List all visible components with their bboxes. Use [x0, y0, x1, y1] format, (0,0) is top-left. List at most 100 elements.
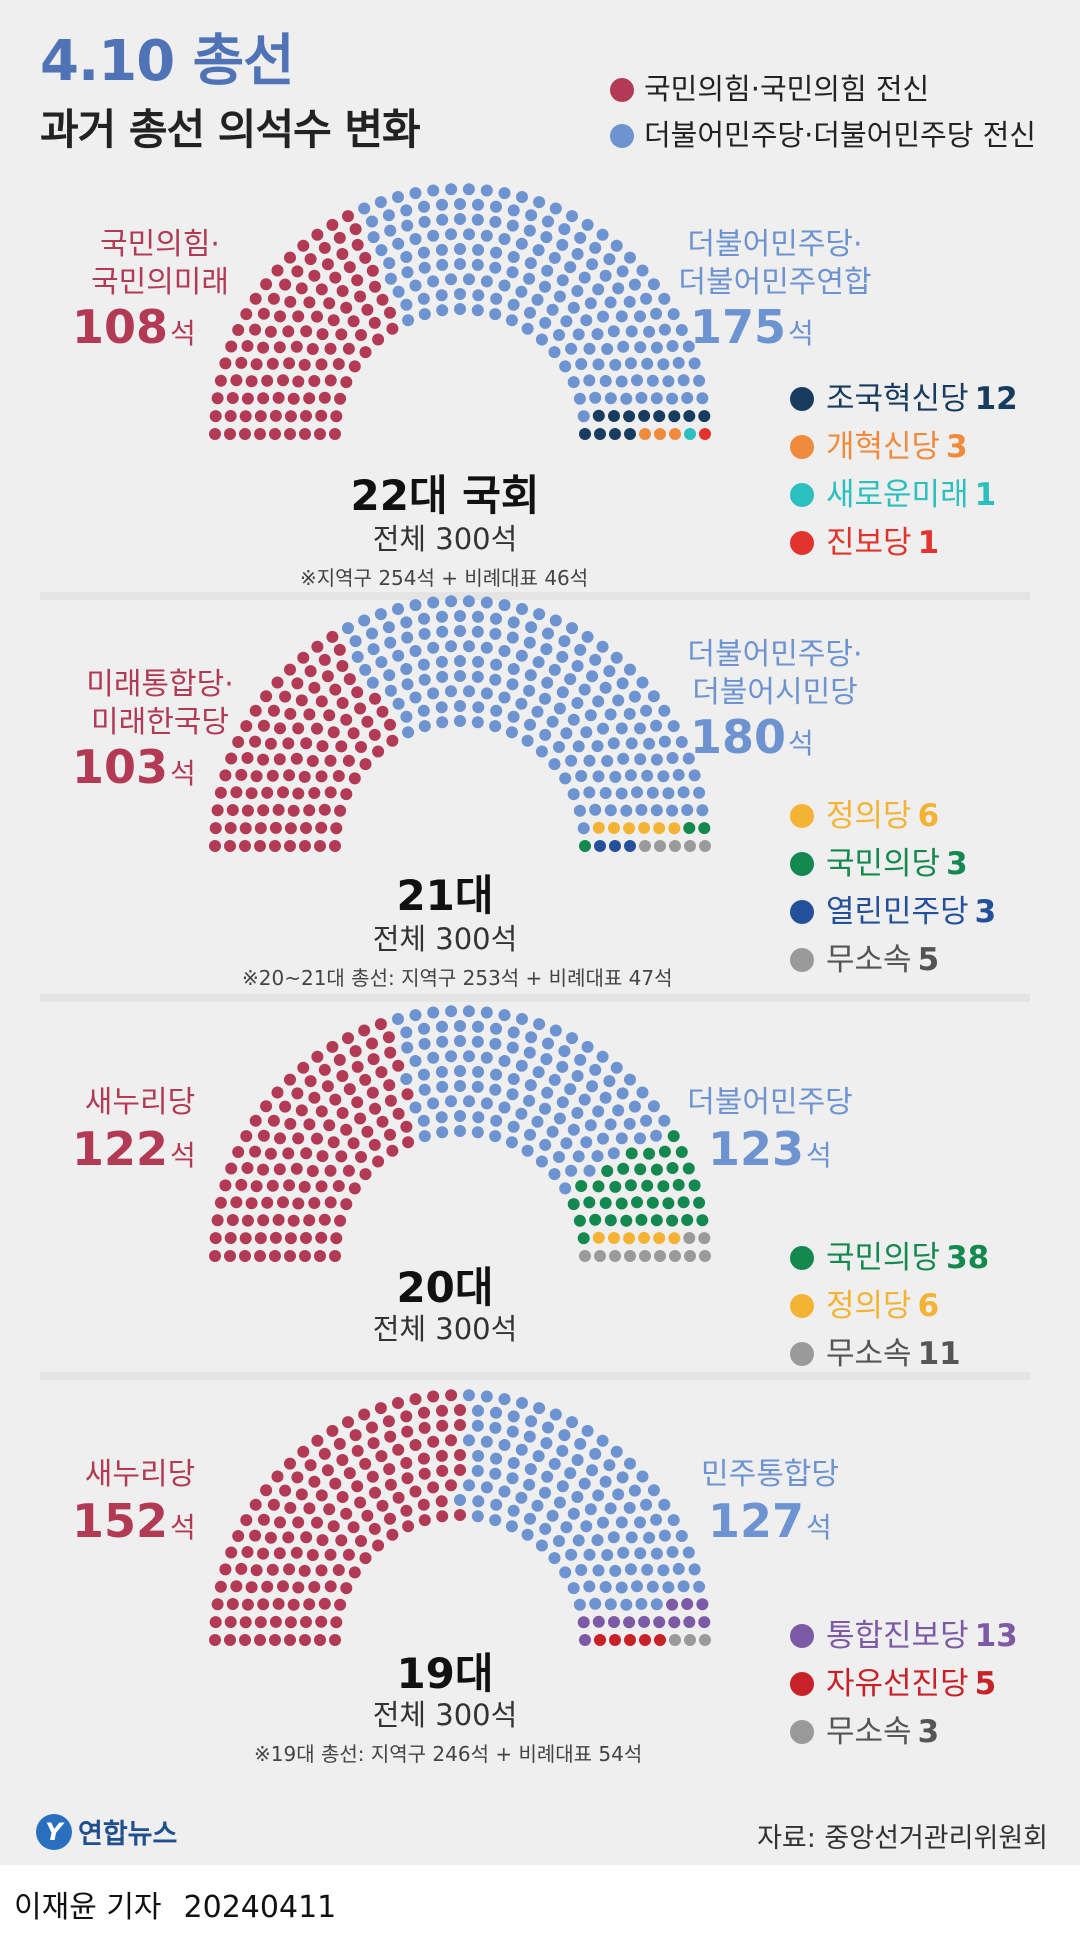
- party-seats: 1: [917, 525, 940, 561]
- seat-dot-democratic: [556, 1096, 569, 1109]
- seat-dot-democratic: [650, 392, 663, 405]
- seat-dot-democratic: [498, 691, 511, 704]
- seat-dot-democratic: [521, 322, 534, 335]
- seat-dot-democratic: [603, 1459, 616, 1472]
- seat-dot-democratic: [675, 324, 688, 336]
- seat-dot-conservative: [303, 708, 316, 721]
- seat-dot-minor-0: [677, 1196, 690, 1209]
- seat-dot-democratic: [480, 229, 493, 242]
- seat-dot-democratic: [599, 375, 612, 387]
- seat-dot-democratic: [384, 636, 397, 649]
- seat-dot-democratic: [523, 1094, 536, 1107]
- seat-dot-minor-0: [683, 1616, 696, 1628]
- seat-dot-conservative: [298, 358, 311, 371]
- seat-note: ※19대 총선: 지역구 246석 + 비례대표 54석: [254, 1742, 643, 1766]
- seat-dot-democratic: [643, 1531, 656, 1544]
- seat-dot-conservative: [427, 1390, 440, 1403]
- seat-dot-conservative: [298, 1180, 311, 1193]
- seat-dot-democratic: [462, 595, 475, 608]
- seat-dot-conservative: [264, 1531, 277, 1544]
- seat-dot-conservative: [239, 840, 251, 852]
- seat-dot-conservative: [249, 1114, 262, 1127]
- seat-dot-democratic: [417, 1114, 430, 1127]
- section-divider: [40, 592, 1030, 600]
- seat-dot-conservative: [269, 1615, 282, 1628]
- seat-dot-democratic: [472, 610, 484, 623]
- seat-dot-democratic: [535, 745, 548, 758]
- seat-dot-democratic: [506, 631, 519, 644]
- seat-dot-conservative: [417, 1498, 430, 1511]
- seat-dot-democratic: [640, 292, 653, 305]
- seat-dot-democratic: [418, 673, 431, 686]
- seat-dot-conservative: [303, 804, 316, 817]
- seat-dot-democratic: [677, 1580, 690, 1593]
- seat-dot-minor-0: [653, 1616, 666, 1629]
- seat-dot-democratic: [604, 1118, 617, 1131]
- seat-dot-conservative: [324, 1196, 337, 1209]
- seat-dot-minor-2: [684, 1250, 696, 1262]
- seat-dot-democratic: [392, 649, 405, 662]
- seat-dot-democratic: [628, 1484, 641, 1497]
- seat-dot-democratic: [559, 360, 572, 373]
- seat-dot-democratic: [572, 1150, 585, 1163]
- seat-dot-democratic: [549, 1408, 562, 1421]
- party-dot: [790, 387, 814, 411]
- seat-dot-conservative: [284, 1616, 297, 1629]
- seat-unit: 석: [170, 757, 196, 790]
- seat-dot-democratic: [658, 323, 671, 336]
- seat-dot-democratic: [515, 1491, 528, 1504]
- seat-dot-conservative: [279, 690, 292, 703]
- seat-dot-democratic: [524, 306, 536, 319]
- seat-dot-conservative: [257, 1513, 270, 1526]
- seat-dot-democratic: [607, 1147, 620, 1160]
- seat-dot-conservative: [355, 741, 367, 753]
- seat-dot-conservative: [327, 726, 340, 739]
- seat-dot-democratic: [366, 627, 378, 640]
- seat-dot-democratic: [556, 1480, 569, 1493]
- seat-dot-democratic: [490, 1114, 503, 1127]
- hemicycle-chart: [209, 1389, 711, 1646]
- seat-dot-conservative: [303, 392, 316, 405]
- seat-dot-democratic: [516, 603, 528, 615]
- seat-dot-conservative: [330, 1232, 343, 1245]
- seat-dot-conservative: [435, 1449, 448, 1462]
- seat-dot-conservative: [382, 1415, 395, 1428]
- party-dot: [790, 852, 814, 876]
- seat-dot-democratic: [382, 209, 395, 222]
- party-name: 조국혁신당: [826, 381, 969, 417]
- seat-dot-conservative: [269, 840, 281, 852]
- seat-dot-democratic: [634, 310, 646, 323]
- seat-dot-conservative: [321, 1464, 334, 1477]
- seat-dot-democratic: [472, 655, 485, 668]
- seat-dot-democratic: [427, 275, 440, 288]
- minor-party-list: 정의당 6 국민의당 3 열린민주당 3 무소속 5: [790, 790, 996, 982]
- democratic-seat-number: 123: [708, 1122, 805, 1176]
- seat-dot-democratic: [435, 243, 448, 256]
- party-seats: 11: [917, 1336, 961, 1372]
- seat-dot-democratic: [647, 1484, 660, 1497]
- seat-dot-conservative: [287, 804, 300, 817]
- seat-dot-democratic: [623, 295, 636, 308]
- seat-dot-conservative: [369, 1102, 381, 1115]
- seat-dot-conservative: [300, 822, 312, 834]
- seat-dot-democratic: [581, 218, 594, 231]
- seat-dot-conservative: [336, 697, 349, 709]
- democratic-label-line: 더불어민주당·: [687, 637, 863, 672]
- seat-dot-democratic: [542, 215, 554, 228]
- seat-dot-democratic: [675, 1530, 688, 1542]
- seat-dot-democratic: [507, 1410, 520, 1423]
- seat-dot-democratic: [565, 754, 578, 767]
- seat-dot-democratic: [436, 258, 449, 271]
- seat-dot-democratic: [597, 1516, 609, 1529]
- seat-dot-conservative: [219, 1179, 232, 1192]
- seat-dot-conservative: [335, 1150, 348, 1163]
- seat-dot-democratic: [358, 202, 371, 215]
- seat-dot-conservative: [273, 341, 286, 354]
- seat-dot-democratic: [574, 1053, 587, 1066]
- seat-dot-conservative: [329, 1093, 342, 1106]
- seat-dot-democratic: [523, 1478, 536, 1491]
- seat-dot-conservative: [269, 1634, 281, 1646]
- seat-dot-conservative: [361, 1125, 374, 1138]
- total-seats-label: 전체 300석: [372, 522, 518, 556]
- seat-dot-democratic: [480, 687, 493, 700]
